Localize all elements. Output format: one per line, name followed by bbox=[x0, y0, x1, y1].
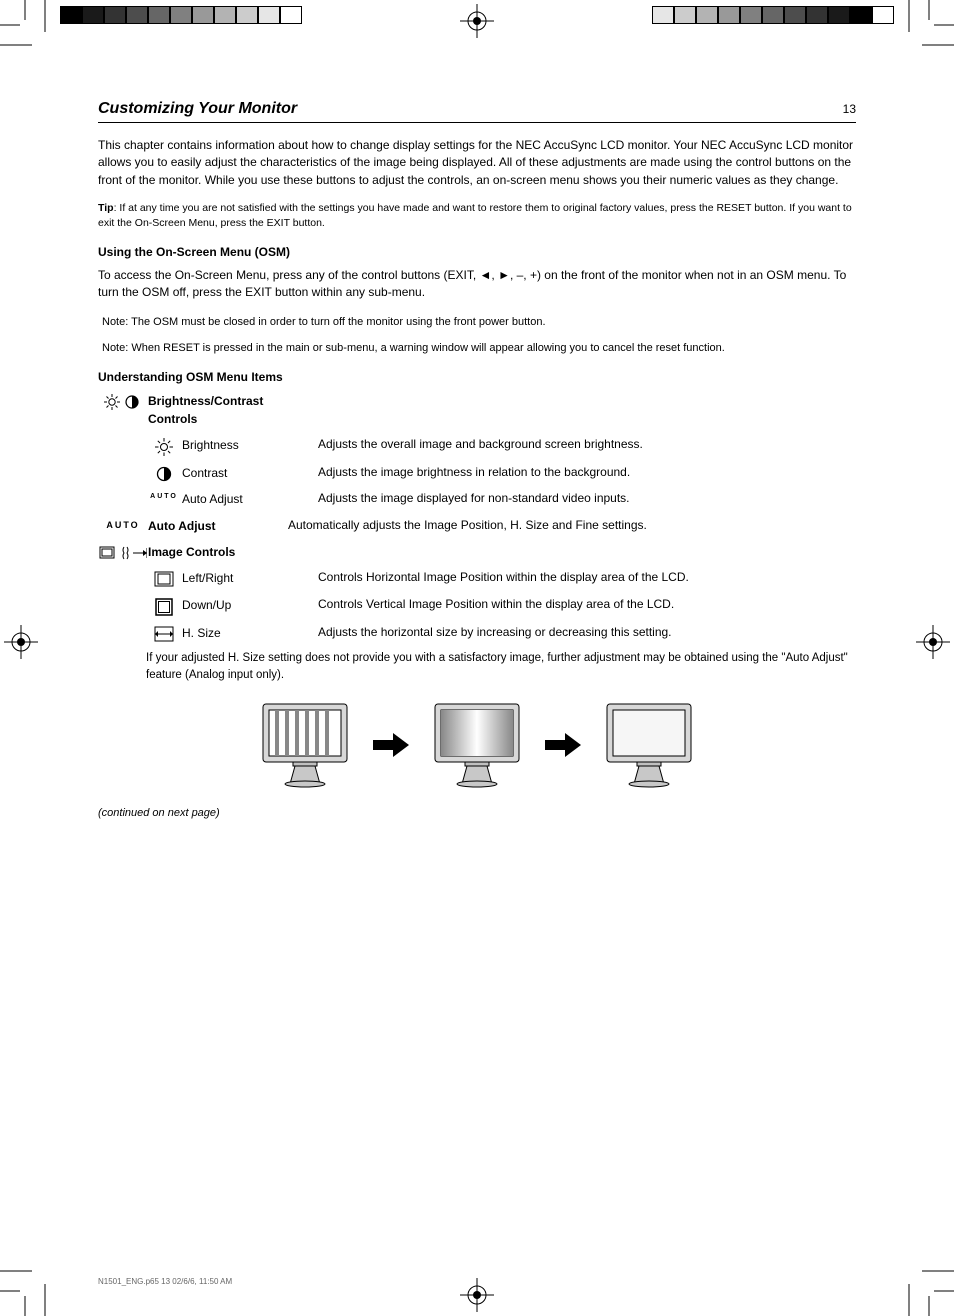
menu-label-downup: Down/Up bbox=[182, 596, 318, 614]
menu-desc-downup: Controls Vertical Image Position within … bbox=[318, 596, 856, 613]
menu-label-auto-sub: Auto Adjust bbox=[182, 490, 318, 508]
content-area: Customizing Your Monitor 13 This chapter… bbox=[98, 100, 856, 1216]
menu-row-downup: Down/Up Controls Vertical Image Position… bbox=[146, 596, 856, 616]
page-root: Customizing Your Monitor 13 This chapter… bbox=[0, 0, 954, 1316]
menu-row-leftright: Left/Right Controls Horizontal Image Pos… bbox=[146, 569, 856, 587]
menu-label-auto: Auto Adjust bbox=[148, 517, 288, 535]
page-number: 13 bbox=[843, 102, 856, 116]
contrast-icon bbox=[146, 464, 182, 482]
crop-mark-tl bbox=[0, 0, 50, 50]
arrow-icon-2 bbox=[545, 733, 581, 757]
arrow-icon-1 bbox=[373, 733, 409, 757]
note-line-1: Note: The OSM must be closed in order to… bbox=[102, 315, 856, 330]
menu-label-bc: Brightness/Contrast Controls bbox=[148, 392, 288, 428]
menu-row-hsize: H. Size Adjusts the horizontal size by i… bbox=[146, 624, 856, 642]
menu-heading: Understanding OSM Menu Items bbox=[98, 370, 856, 384]
crop-mark-bl bbox=[0, 1266, 50, 1316]
intro-paragraph: This chapter contains information about … bbox=[98, 137, 856, 189]
menu-row-auto-sub: AUTO Auto Adjust Adjusts the image displ… bbox=[146, 490, 856, 508]
hsize-icon bbox=[146, 624, 182, 642]
menu-row-auto: AUTO Auto Adjust Automatically adjusts t… bbox=[98, 517, 856, 535]
downup-icon bbox=[146, 596, 182, 616]
menu-desc-contrast: Adjusts the image brightness in relation… bbox=[318, 464, 856, 481]
note-line-2: Note: When RESET is pressed in the main … bbox=[102, 341, 856, 356]
continued-note: (continued on next page) bbox=[98, 807, 856, 819]
imposition-spec: N1501_ENG.p65 13 02/6/6, 11:50 AM bbox=[98, 1277, 232, 1286]
leftright-icon bbox=[146, 569, 182, 587]
illustration-row bbox=[98, 698, 856, 793]
crop-mark-br bbox=[904, 1266, 954, 1316]
registration-mark-right bbox=[916, 625, 950, 659]
monitor-before bbox=[255, 698, 355, 793]
auto-icon-small: AUTO bbox=[146, 490, 182, 502]
menu-label-hsize: H. Size bbox=[182, 624, 318, 642]
menu-desc-auto: Automatically adjusts the Image Position… bbox=[288, 517, 856, 534]
menu-row-brightness: Brightness Adjusts the overall image and… bbox=[146, 436, 856, 456]
monitor-mid bbox=[427, 698, 527, 793]
registration-mark-top bbox=[460, 4, 494, 38]
crop-mark-tr bbox=[904, 0, 954, 50]
monitor-after bbox=[599, 698, 699, 793]
tip-block: Tip: If at any time you are not satisfie… bbox=[98, 201, 856, 230]
osm-paragraph: To access the On-Screen Menu, press any … bbox=[98, 267, 856, 302]
image-controls-icon bbox=[98, 543, 148, 561]
page-header: Customizing Your Monitor 13 bbox=[98, 100, 856, 123]
brightness-contrast-icon bbox=[98, 392, 148, 410]
menu-label-contrast: Contrast bbox=[182, 464, 318, 482]
brightness-icon bbox=[146, 436, 182, 456]
menu-desc-leftright: Controls Horizontal Image Position withi… bbox=[318, 569, 856, 586]
page-title: Customizing Your Monitor bbox=[98, 100, 297, 118]
menu-label-leftright: Left/Right bbox=[182, 569, 318, 587]
hsize-note: If your adjusted H. Size setting does no… bbox=[146, 650, 856, 683]
menu-row-image-controls: Image Controls bbox=[98, 543, 856, 561]
registration-mark-left bbox=[4, 625, 38, 659]
colorbar-right bbox=[652, 6, 894, 24]
menu-label-brightness: Brightness bbox=[182, 436, 318, 454]
menu-row-contrast: Contrast Adjusts the image brightness in… bbox=[146, 464, 856, 482]
registration-mark-bottom bbox=[460, 1278, 494, 1312]
tip-label: Tip bbox=[98, 202, 114, 214]
menu-row-brightness-contrast: Brightness/Contrast Controls bbox=[98, 392, 856, 428]
menu-desc-auto-sub: Adjusts the image displayed for non-stan… bbox=[318, 490, 856, 507]
menu-desc-hsize: Adjusts the horizontal size by increasin… bbox=[318, 624, 856, 641]
menu-label-image-controls: Image Controls bbox=[148, 543, 288, 561]
osm-heading: Using the On-Screen Menu (OSM) bbox=[98, 245, 856, 259]
menu-desc-brightness: Adjusts the overall image and background… bbox=[318, 436, 856, 453]
auto-icon: AUTO bbox=[98, 517, 148, 532]
tip-text: If at any time you are not satisfied wit… bbox=[98, 202, 852, 229]
colorbar-left bbox=[60, 6, 302, 24]
